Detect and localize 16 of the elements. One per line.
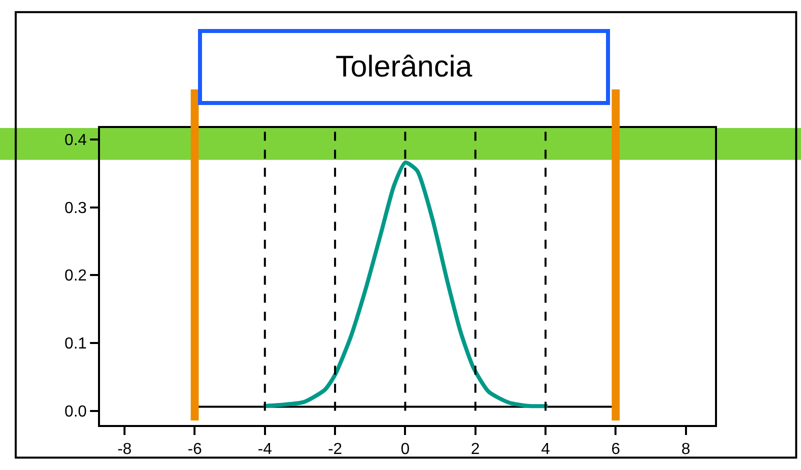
y-tick-label: 0.2 (64, 268, 87, 285)
x-tick-label: 6 (611, 441, 620, 458)
line-series (261, 160, 550, 408)
x-tick-label: 8 (681, 441, 690, 458)
x-tick-label: -2 (328, 441, 342, 458)
x-tick-label: 2 (470, 441, 480, 458)
x-tick-label: -6 (188, 441, 202, 458)
x-tick-label: -4 (258, 441, 272, 458)
x-tick-label: 4 (541, 441, 550, 458)
y-tick-label: 0.4 (64, 132, 87, 150)
x-tick-label: -8 (117, 441, 132, 458)
y-tick-label: 0.0 (64, 403, 87, 420)
chart-title: Tolerância (335, 50, 473, 84)
x-tick-label: 0 (400, 441, 410, 458)
y-tick-label: 0.1 (64, 336, 87, 353)
y-tick-label: 0.3 (64, 200, 87, 217)
